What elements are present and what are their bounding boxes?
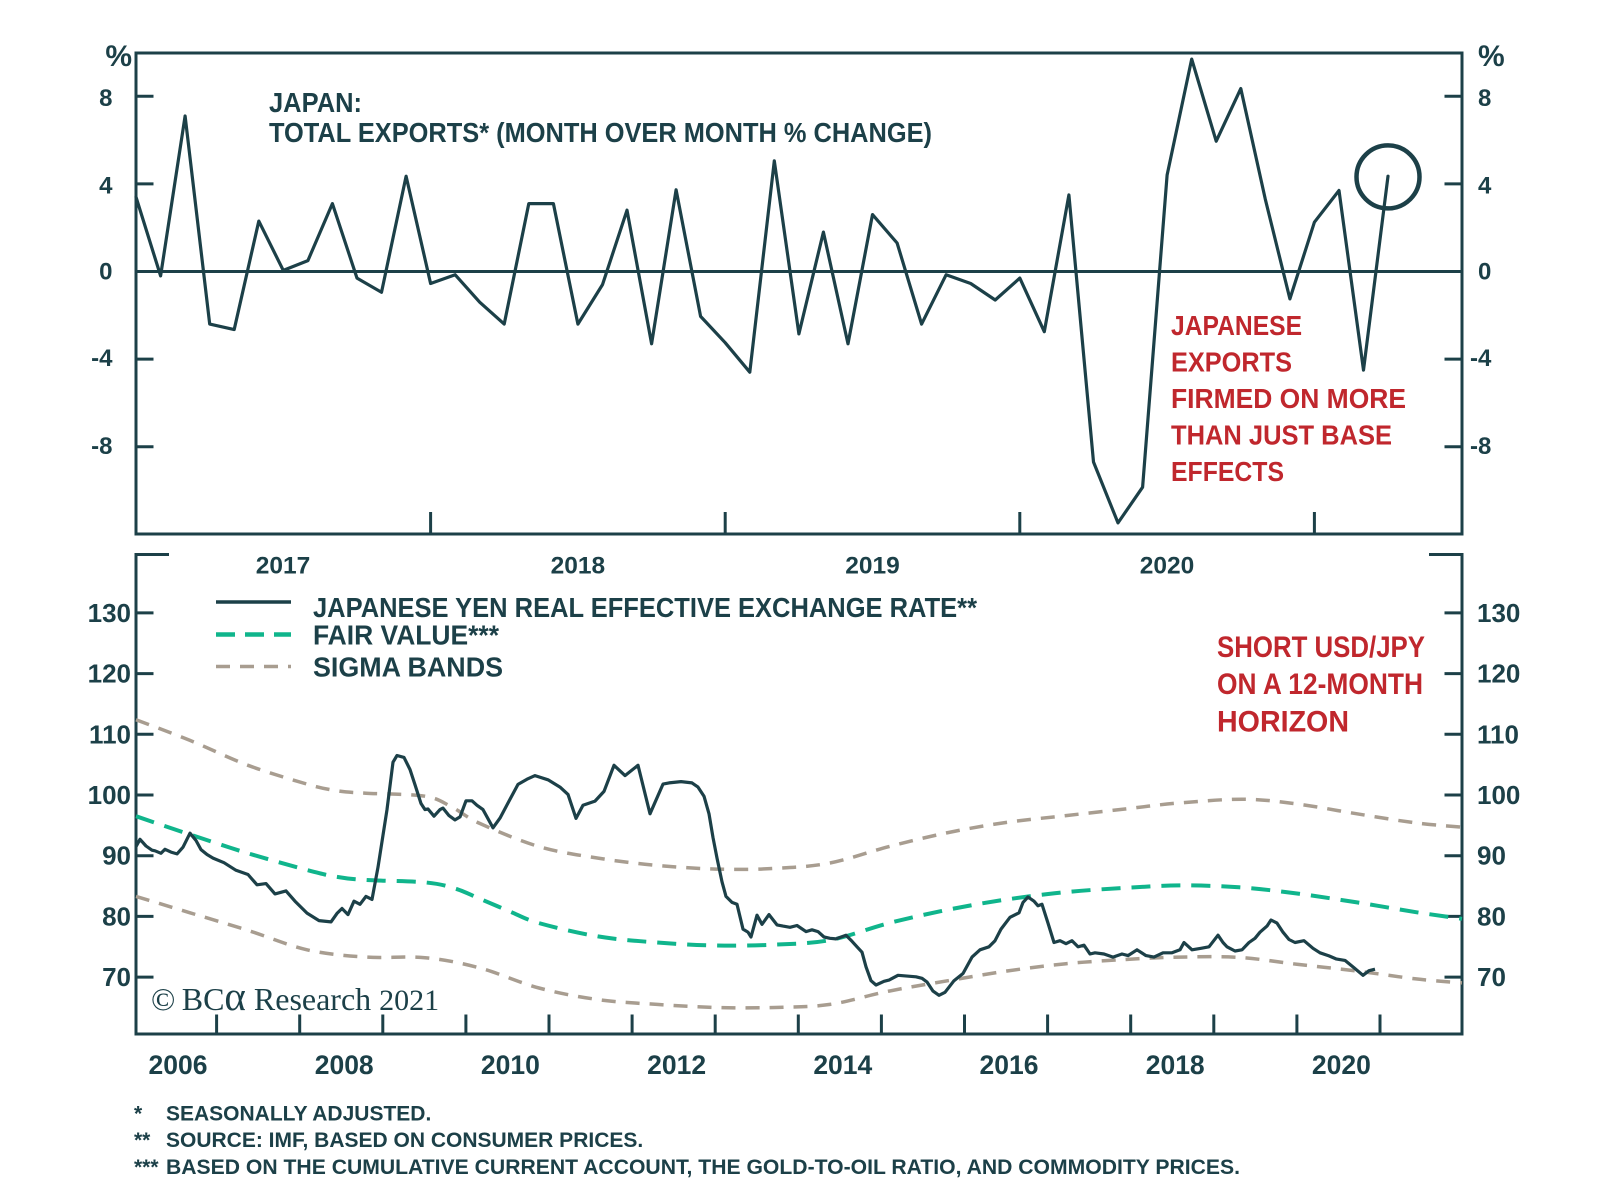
svg-text:80: 80 <box>1477 901 1506 931</box>
svg-text:4: 4 <box>1478 173 1492 200</box>
svg-text:-8: -8 <box>91 433 112 460</box>
svg-text:2008: 2008 <box>315 1050 374 1080</box>
svg-text:70: 70 <box>1477 962 1506 992</box>
svg-text:BASED ON THE CUMULATIVE CURREN: BASED ON THE CUMULATIVE CURRENT ACCOUNT,… <box>166 1156 1240 1179</box>
svg-text:-8: -8 <box>1470 433 1491 460</box>
svg-text:70: 70 <box>102 962 131 992</box>
svg-text:FAIR VALUE***: FAIR VALUE*** <box>313 620 499 651</box>
svg-text:%: % <box>105 40 132 73</box>
svg-text:2020: 2020 <box>1312 1050 1371 1080</box>
svg-text:%: % <box>1478 40 1505 73</box>
svg-text:2020: 2020 <box>1140 553 1195 580</box>
svg-text:**: ** <box>134 1129 151 1152</box>
svg-text:2018: 2018 <box>1146 1050 1205 1080</box>
svg-text:0: 0 <box>1478 258 1491 285</box>
svg-text:120: 120 <box>88 659 131 689</box>
svg-text:EXPORTS: EXPORTS <box>1171 347 1292 378</box>
svg-text:110: 110 <box>89 719 131 749</box>
svg-text:100: 100 <box>88 780 131 810</box>
svg-text:ON A 12-MONTH: ON A 12-MONTH <box>1217 668 1423 701</box>
svg-text:90: 90 <box>1477 841 1506 871</box>
svg-text:2017: 2017 <box>256 553 311 580</box>
svg-text:2019: 2019 <box>845 553 900 580</box>
svg-text:JAPAN:: JAPAN: <box>269 87 362 118</box>
svg-text:EFFECTS: EFFECTS <box>1171 456 1284 487</box>
svg-text:HORIZON: HORIZON <box>1217 705 1349 738</box>
svg-text:2010: 2010 <box>481 1050 540 1080</box>
svg-text:130: 130 <box>88 598 131 628</box>
svg-text:110: 110 <box>1477 719 1519 749</box>
svg-text:0: 0 <box>99 258 112 285</box>
svg-text:8: 8 <box>1478 85 1491 112</box>
svg-text:*: * <box>134 1103 143 1126</box>
svg-text:120: 120 <box>1477 659 1520 689</box>
svg-text:90: 90 <box>102 841 131 871</box>
svg-text:SIGMA BANDS: SIGMA BANDS <box>313 652 503 683</box>
svg-text:80: 80 <box>102 901 131 931</box>
svg-text:4: 4 <box>99 173 113 200</box>
svg-text:2018: 2018 <box>551 553 606 580</box>
svg-text:-4: -4 <box>91 345 113 372</box>
svg-text:SOURCE: IMF, BASED ON CONSUMER: SOURCE: IMF, BASED ON CONSUMER PRICES. <box>166 1129 643 1152</box>
svg-text:2006: 2006 <box>149 1050 208 1080</box>
svg-text:TOTAL EXPORTS* (MONTH OVER MON: TOTAL EXPORTS* (MONTH OVER MONTH % CHANG… <box>269 117 932 148</box>
svg-text:SEASONALLY ADJUSTED.: SEASONALLY ADJUSTED. <box>166 1103 431 1126</box>
svg-text:130: 130 <box>1477 598 1520 628</box>
svg-text:2012: 2012 <box>647 1050 706 1080</box>
svg-text:-4: -4 <box>1470 345 1492 372</box>
svg-text:***: *** <box>134 1156 159 1179</box>
svg-text:THAN JUST BASE: THAN JUST BASE <box>1171 420 1392 451</box>
svg-text:8: 8 <box>99 85 112 112</box>
svg-text:100: 100 <box>1477 780 1520 810</box>
svg-text:JAPANESE YEN REAL EFFECTIVE EX: JAPANESE YEN REAL EFFECTIVE EXCHANGE RAT… <box>313 592 977 623</box>
svg-text:JAPANESE: JAPANESE <box>1171 310 1302 341</box>
svg-text:FIRMED ON MORE: FIRMED ON MORE <box>1171 383 1406 414</box>
svg-text:2016: 2016 <box>980 1050 1039 1080</box>
svg-text:SHORT USD/JPY: SHORT USD/JPY <box>1217 631 1425 664</box>
svg-text:2014: 2014 <box>813 1050 872 1080</box>
